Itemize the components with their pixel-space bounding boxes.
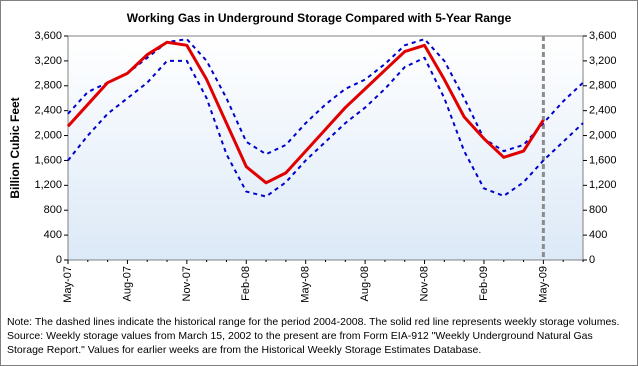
y-tick-label: 0 [56, 254, 62, 266]
y2-tick-label: 2,000 [589, 129, 617, 141]
y-tick-label: 1,600 [34, 154, 62, 166]
x-tick-label: Feb-08 [240, 266, 252, 301]
x-tick-label: Aug-07 [121, 266, 133, 301]
y-tick-label: 400 [44, 229, 62, 241]
x-tick-label: Aug-08 [359, 266, 371, 301]
x-tick-label: May-08 [300, 266, 312, 303]
y-tick-label: 2,400 [34, 105, 62, 117]
y-tick-label: 3,600 [34, 30, 62, 42]
y-axis-label: Billion Cubic Feet [8, 97, 22, 198]
x-tick-label: Feb-09 [478, 266, 490, 301]
y-tick-label: 2,000 [34, 129, 62, 141]
y2-tick-label: 3,200 [589, 55, 617, 67]
series-line [67, 56, 584, 198]
x-tick-label: May-07 [62, 266, 74, 303]
series-line [67, 38, 584, 156]
note: Note: The dashed lines indicate the hist… [7, 316, 620, 356]
series-line [66, 40, 545, 185]
y-tick-label: 800 [44, 204, 62, 216]
plot-area [67, 35, 584, 261]
chart-title: Working Gas in Underground Storage Compa… [127, 11, 512, 25]
x-tick-label: Nov-08 [418, 266, 430, 301]
x-tick-label: Nov-07 [181, 266, 193, 301]
y-tick-label: 1,200 [34, 179, 62, 191]
y2-tick-label: 2,800 [589, 80, 617, 92]
y2-tick-label: 800 [589, 204, 607, 216]
y-tick-label: 2,800 [34, 80, 62, 92]
y2-tick-label: 1,600 [589, 154, 617, 166]
y2-tick-label: 0 [589, 254, 595, 266]
chart: Working Gas in Underground Storage Compa… [8, 11, 617, 303]
y2-tick-label: 3,600 [589, 30, 617, 42]
y2-tick-label: 2,400 [589, 105, 617, 117]
y2-tick-label: 400 [589, 229, 607, 241]
y-tick-label: 3,200 [34, 55, 62, 67]
y2-tick-label: 1,200 [589, 179, 617, 191]
x-tick-label: May-09 [537, 266, 549, 303]
